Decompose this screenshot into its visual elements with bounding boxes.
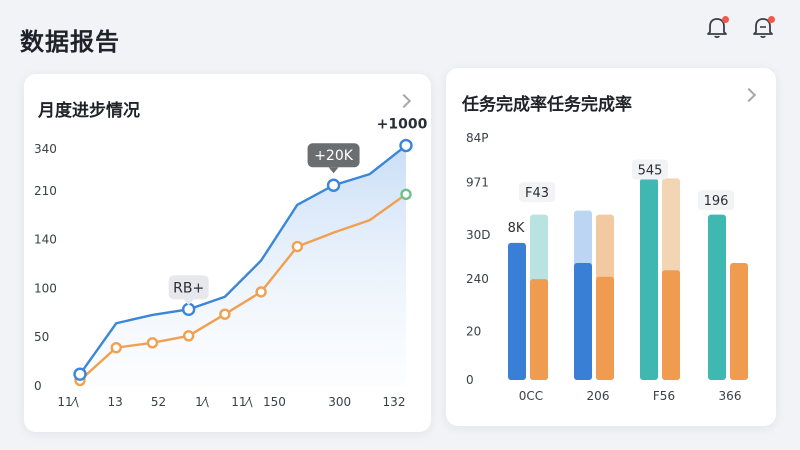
data-point xyxy=(219,308,231,320)
data-point xyxy=(326,178,341,192)
card-title: 月度进步情况 xyxy=(38,101,140,121)
x-tick-label: 11⁄\ xyxy=(57,395,79,409)
data-point xyxy=(291,240,304,253)
bar xyxy=(640,178,658,380)
y-tick-label: 240 xyxy=(466,272,489,286)
annotation-pointer xyxy=(183,299,194,306)
bar-label-bg xyxy=(519,182,555,203)
bar xyxy=(574,263,592,380)
y-tick-label: 100 xyxy=(34,281,57,295)
data-point xyxy=(181,302,196,317)
bell-icon-graphic xyxy=(707,18,727,39)
y-tick-label: 50 xyxy=(34,330,49,344)
notification-dot xyxy=(722,16,729,23)
annotation-bubble xyxy=(307,143,360,168)
page-title: 数据报告 xyxy=(20,28,120,56)
x-category-label: F56 xyxy=(653,389,675,403)
bar xyxy=(508,242,526,380)
bar-value-label: 545 xyxy=(638,163,663,178)
notification-dot xyxy=(768,16,775,23)
monthly-progress-card: 月度进步情况 340 210 140 100 50 0 11⁄\ 13 52 1⁄\ 11⁄\ 150… xyxy=(24,74,431,432)
data-point xyxy=(110,341,122,354)
y-tick-label: 140 xyxy=(34,233,57,247)
bar xyxy=(596,276,614,380)
notification-bell-icon-graphic xyxy=(753,18,773,39)
task-completion-bar-chart: 84P 971 30D 240 20 0 8K F43 545 196 0CC 206 F56 366 xyxy=(466,131,748,403)
y-tick-label: 20 xyxy=(466,325,481,339)
x-category-label: 206 xyxy=(587,389,610,403)
data-point xyxy=(146,337,159,349)
y-tick-label: 0 xyxy=(34,379,42,393)
task-completion-card: 任务完成率任务完成率 84P 971 30D 240 20 0 8K F43 545 196 0CC… xyxy=(446,68,776,426)
bar-value-label: F43 xyxy=(525,186,549,201)
x-tick-label: 150 xyxy=(263,395,286,409)
x-tick-label: 52 xyxy=(151,395,166,409)
data-point xyxy=(255,286,267,298)
data-point xyxy=(400,188,412,201)
bar xyxy=(662,270,680,380)
annotation-label: +20K xyxy=(314,148,354,164)
y-tick-label: 30D xyxy=(466,228,491,242)
area-fill xyxy=(80,145,406,386)
annotation-label: +1000 xyxy=(377,117,428,133)
x-tick-label: 300 xyxy=(328,395,351,409)
data-point xyxy=(182,330,195,342)
y-tick-label: 971 xyxy=(466,175,489,189)
x-tick-label: 11⁄\ xyxy=(231,395,253,409)
y-tick-label: 84P xyxy=(466,131,489,145)
x-tick-label: 132 xyxy=(383,395,406,409)
notification-bell-icon[interactable] xyxy=(750,14,776,40)
bar-value-label: 196 xyxy=(704,194,729,209)
x-category-label: 366 xyxy=(719,389,742,403)
bar-label-bg xyxy=(632,159,668,180)
x-tick-label: 1⁄\ xyxy=(195,395,210,409)
y-tick-label: 0 xyxy=(466,373,474,387)
card-title: 任务完成率任务完成率 xyxy=(462,95,632,115)
y-tick-label: 210 xyxy=(34,184,57,198)
bar xyxy=(730,263,748,380)
series-line xyxy=(79,193,407,382)
bar xyxy=(708,214,726,380)
monthly-progress-line-chart: 340 210 140 100 50 0 11⁄\ 13 52 1⁄\ 11⁄\ 150 300 132 R… xyxy=(34,117,428,409)
annotation-bubble xyxy=(168,275,209,300)
annotation-pointer xyxy=(328,167,339,174)
data-point xyxy=(73,367,87,381)
x-category-label: 0CC xyxy=(519,389,543,403)
bar xyxy=(530,279,548,380)
bell-icon[interactable] xyxy=(704,14,730,40)
annotation-label: RB+ xyxy=(173,280,204,296)
bar-value-label: 8K xyxy=(508,221,525,236)
series-line xyxy=(79,144,407,375)
y-tick-label: 340 xyxy=(34,142,57,156)
data-point xyxy=(399,138,413,153)
bar-label-bg xyxy=(698,190,734,211)
x-tick-label: 13 xyxy=(107,395,122,409)
